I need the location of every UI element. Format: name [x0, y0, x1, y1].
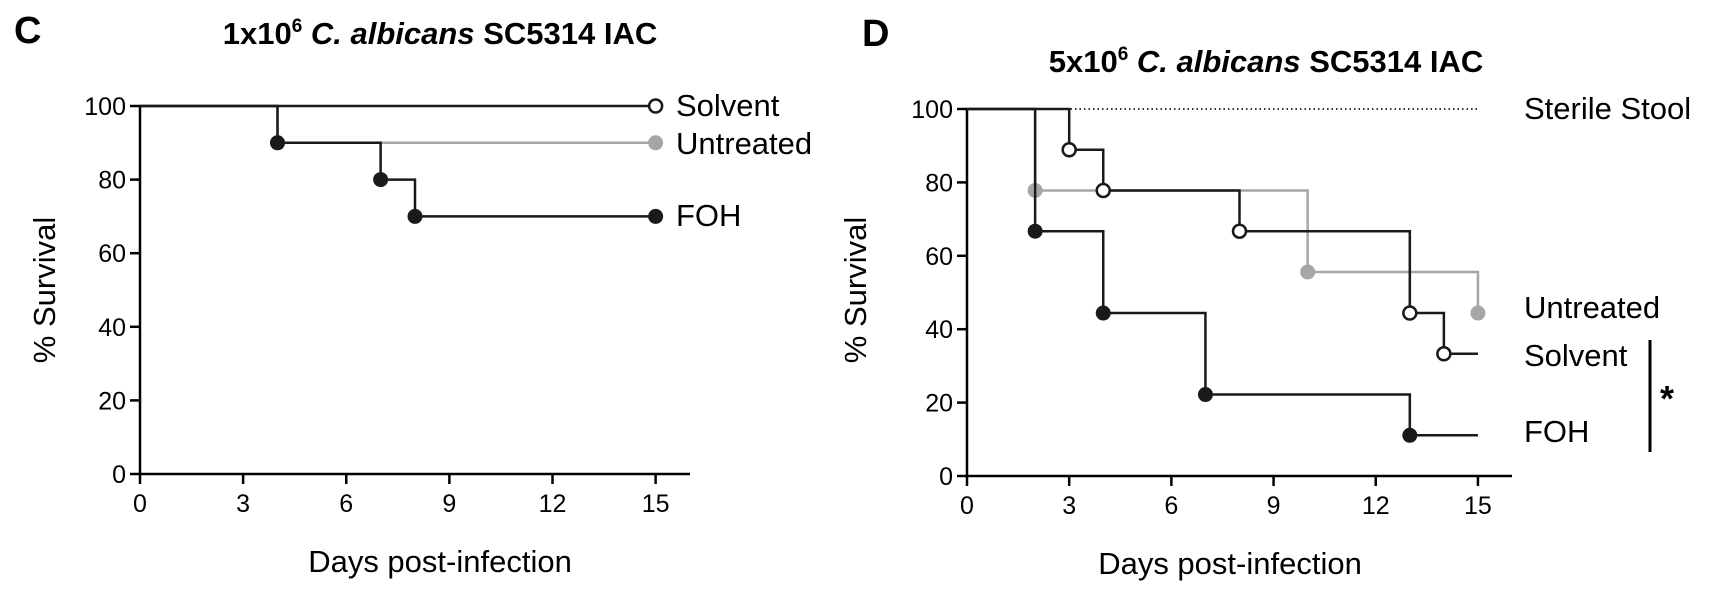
marker-foh: [1197, 387, 1213, 403]
series-label-sterile-stool: Sterile Stool: [1524, 91, 1691, 126]
marker-foh: [1027, 223, 1043, 239]
marker-solvent: [1436, 346, 1452, 362]
series-label-foh: FOH: [676, 198, 741, 233]
y-tick-label: 80: [925, 169, 953, 197]
y-tick-label: 40: [98, 314, 126, 342]
x-tick-label: 15: [1464, 492, 1492, 520]
marker-untreated: [648, 135, 664, 151]
marker-foh: [373, 172, 389, 188]
x-tick-label: 9: [1267, 492, 1281, 520]
x-tick-label: 3: [236, 490, 250, 518]
panel-d-title: 5x106 C. albicans SC5314 IAC: [1049, 44, 1484, 79]
x-tick-label: 3: [1062, 492, 1076, 520]
panel-d-title-suffix: SC5314 IAC: [1309, 44, 1483, 79]
panel-c-title: 1x106 C. albicans SC5314 IAC: [223, 16, 658, 51]
marker-untreated: [1300, 264, 1316, 280]
y-tick-label: 40: [925, 316, 953, 344]
chart-d: 0 20 40 60 80 100 0 3 6 9 12 15 % Survival Days post-…: [838, 91, 1691, 581]
panel-c-title-superscript: 6: [292, 16, 303, 37]
marker-solvent: [1402, 305, 1418, 321]
series-line-untreated: [140, 104, 656, 145]
panel-d-title-species: C. albicans: [1137, 44, 1301, 79]
y-axis-title: % Survival: [27, 217, 62, 363]
x-tick-label: 12: [1362, 492, 1390, 520]
y-tick-label: 0: [112, 461, 126, 489]
series-label-untreated: Untreated: [676, 126, 812, 161]
series-line-foh: [967, 107, 1478, 437]
y-tick-label: 20: [98, 387, 126, 415]
series-label-foh: FOH: [1524, 414, 1589, 449]
marker-solvent: [647, 98, 664, 114]
panel-d-title-superscript: 6: [1118, 44, 1129, 65]
y-tick-label: 0: [939, 463, 953, 491]
x-tick-label: 6: [1164, 492, 1178, 520]
x-tick-label: 12: [539, 490, 567, 518]
x-tick-label: 15: [642, 490, 670, 518]
x-tick-label: 9: [442, 490, 456, 518]
y-tick-label: 60: [98, 240, 126, 268]
panel-d-title-prefix: 5x10: [1049, 44, 1118, 79]
marker-solvent: [1095, 182, 1111, 199]
series-label-untreated: Untreated: [1524, 290, 1660, 325]
y-tick-label: 100: [84, 93, 126, 121]
marker-foh: [1095, 305, 1111, 321]
marker-solvent: [1061, 141, 1077, 158]
marker-foh: [1402, 427, 1418, 443]
panel-c-title-species: C. albicans: [311, 16, 475, 51]
y-tick-label: 60: [925, 243, 953, 271]
series-line-untreated: [967, 107, 1480, 314]
panel-c-title-suffix: SC5314 IAC: [483, 16, 657, 51]
x-axis-title: Days post-infection: [308, 544, 572, 579]
marker-untreated: [1470, 305, 1486, 321]
series-label-solvent: Solvent: [1524, 338, 1628, 373]
y-tick-label: 80: [98, 167, 126, 195]
significance-star: *: [1660, 378, 1674, 419]
marker-foh: [270, 135, 285, 151]
panel-label-c: C: [14, 10, 41, 52]
panel-label-d: D: [862, 13, 889, 55]
chart-c: 0 20 40 60 80 100 0 3 6 9 12 15 % Survival Days post-…: [27, 88, 812, 579]
y-axis-title: % Survival: [838, 217, 873, 363]
marker-solvent: [1231, 223, 1248, 239]
series-label-solvent: Solvent: [676, 88, 780, 123]
x-tick-label: 0: [960, 492, 974, 520]
x-tick-label: 6: [339, 490, 353, 518]
y-tick-label: 100: [911, 96, 953, 124]
series-line-foh: [140, 104, 656, 218]
marker-foh: [407, 208, 423, 224]
panel-c-title-prefix: 1x10: [223, 16, 292, 51]
marker-foh: [648, 208, 664, 224]
x-tick-label: 0: [133, 490, 147, 518]
x-axis-title: Days post-infection: [1098, 546, 1362, 581]
y-tick-label: 20: [925, 390, 953, 418]
